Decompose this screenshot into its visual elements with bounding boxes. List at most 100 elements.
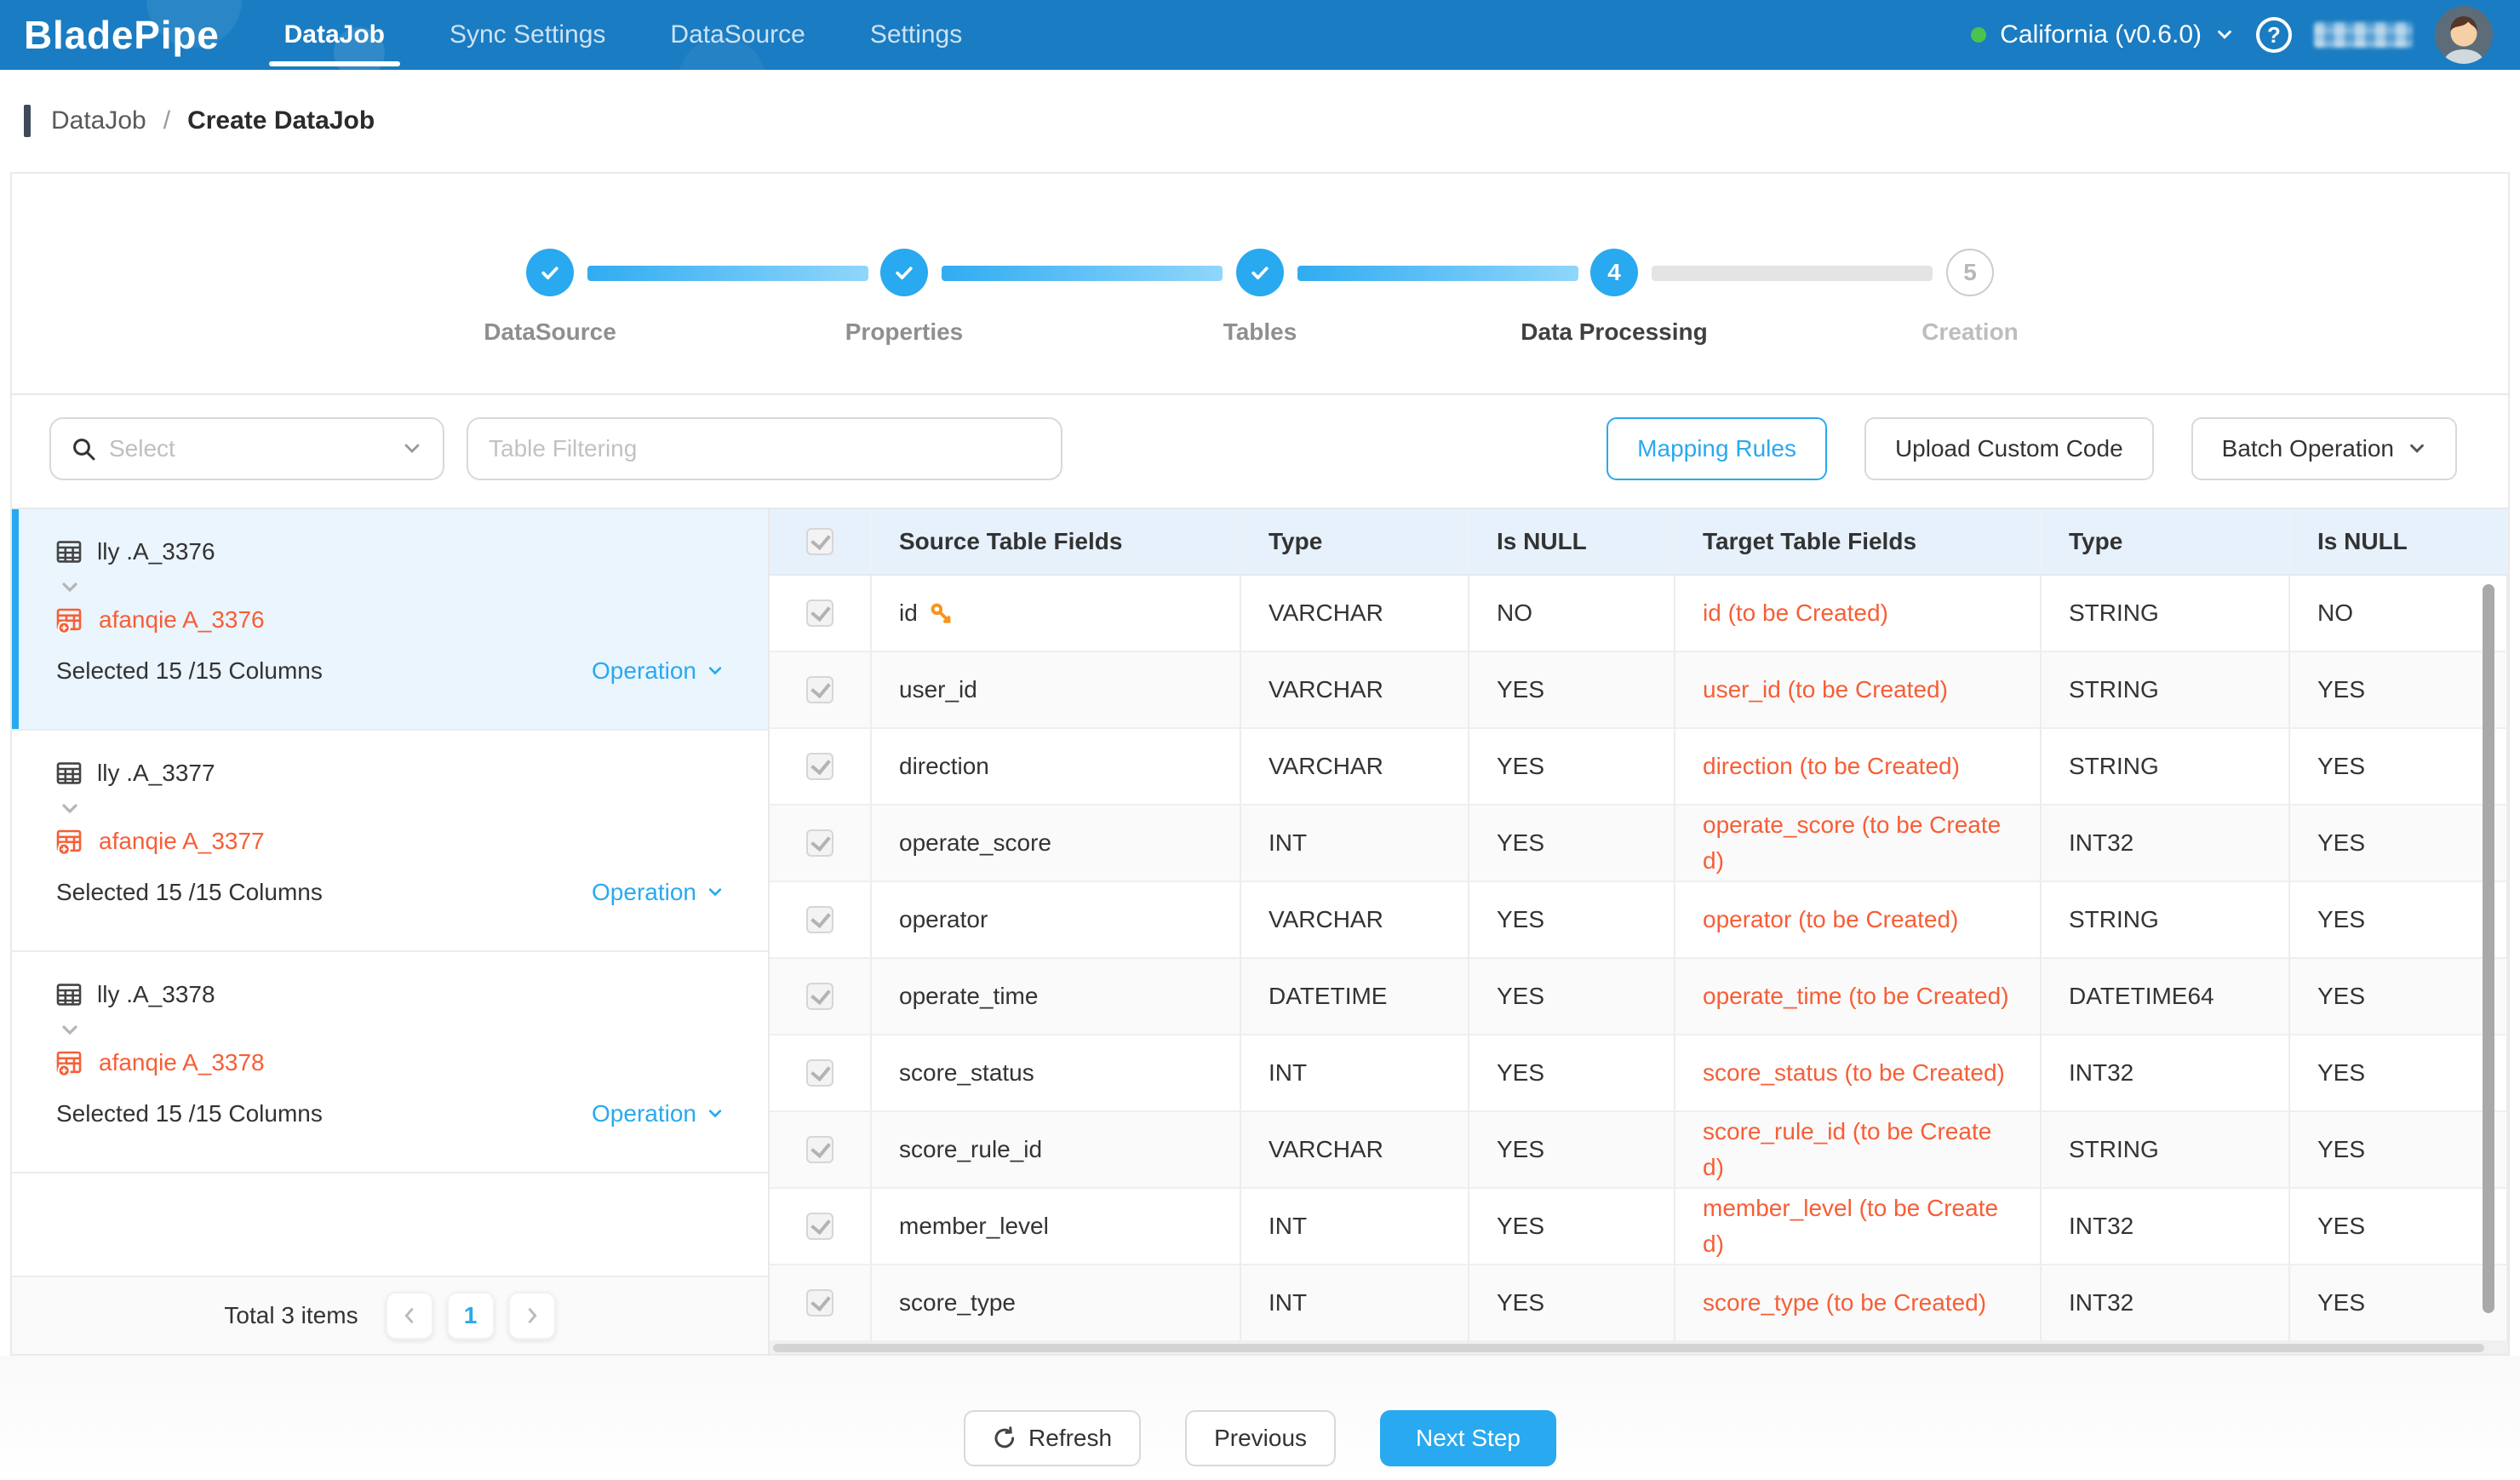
vertical-scrollbar-thumb[interactable] <box>2483 584 2494 1313</box>
table-filtering-input[interactable] <box>467 417 1062 480</box>
row-checkbox[interactable] <box>806 599 833 627</box>
nav-item-sync-settings[interactable]: Sync Settings <box>450 0 605 70</box>
source-field-type: INT <box>1241 1189 1469 1265</box>
sidebar-table-card[interactable]: lly .A_3377 afanqie A_3377 Selected 15 /… <box>12 731 768 952</box>
target-is-null: YES <box>2290 729 2508 806</box>
batch-operation-dropdown[interactable]: Batch Operation <box>2191 417 2457 480</box>
help-icon[interactable]: ? <box>2256 17 2292 53</box>
target-table-add-icon <box>56 828 83 855</box>
target-field-type: STRING <box>2042 882 2290 959</box>
target-field-name: operate_time (to be Created) <box>1675 959 2042 1035</box>
header-source-isnull: Is NULL <box>1469 509 1675 574</box>
chevron-right-icon <box>523 1306 541 1325</box>
app-page: BladePipe DataJob Sync Settings DataSour… <box>0 0 2520 1480</box>
target-field-name: score_rule_id (to be Created) <box>1675 1112 2042 1189</box>
next-step-button[interactable]: Next Step <box>1380 1410 1556 1466</box>
operation-label: Operation <box>592 657 696 685</box>
horizontal-scrollbar <box>770 1342 2508 1354</box>
step-label-properties: Properties <box>845 318 964 346</box>
source-is-null: YES <box>1469 959 1675 1035</box>
refresh-label: Refresh <box>1028 1425 1112 1452</box>
target-table-add-icon <box>56 606 83 634</box>
source-field-name: operate_time <box>899 983 1038 1010</box>
target-is-null: YES <box>2290 1035 2508 1112</box>
sidebar-table-card[interactable]: lly .A_3376 afanqie A_3376 Selected 15 /… <box>12 509 768 731</box>
source-table-name: lly .A_3377 <box>97 760 215 787</box>
step-circle-data-processing: 4 <box>1590 249 1638 296</box>
row-checkbox[interactable] <box>806 1289 833 1317</box>
nav-item-datajob[interactable]: DataJob <box>284 0 385 70</box>
batch-operation-label: Batch Operation <box>2222 435 2394 462</box>
source-table-icon <box>56 982 82 1007</box>
sidebar-table-card[interactable]: lly .A_3378 afanqie A_3378 Selected 15 /… <box>12 952 768 1173</box>
chevron-down-icon <box>60 799 724 816</box>
row-checkbox[interactable] <box>806 829 833 857</box>
table-row: user_id VARCHAR YES user_id (to be Creat… <box>770 652 2508 729</box>
operation-label: Operation <box>592 879 696 906</box>
breadcrumb-link-datajob[interactable]: DataJob <box>51 106 146 135</box>
field-rows: id VARCHAR NO id (to be Created) STRING … <box>770 576 2508 1354</box>
breadcrumb-separator: / <box>163 106 170 135</box>
next-page-button[interactable] <box>508 1292 556 1339</box>
source-field-type: VARCHAR <box>1241 652 1469 729</box>
stepper: 4 5 DataSource Properties Tables Data Pr… <box>526 249 1994 296</box>
operation-dropdown[interactable]: Operation <box>592 657 724 685</box>
operation-dropdown[interactable]: Operation <box>592 1100 724 1127</box>
avatar[interactable] <box>2435 6 2493 64</box>
breadcrumb: DataJob / Create DataJob <box>0 70 2520 172</box>
nav-item-datasource[interactable]: DataSource <box>670 0 805 70</box>
environment-selector[interactable]: California (v0.6.0) <box>1971 20 2234 49</box>
row-checkbox[interactable] <box>806 753 833 780</box>
row-checkbox[interactable] <box>806 676 833 703</box>
source-table-name: lly .A_3376 <box>97 538 215 565</box>
table-select-dropdown[interactable]: Select <box>49 417 444 480</box>
source-table-name: lly .A_3378 <box>97 981 215 1008</box>
step-label-creation: Creation <box>1922 318 2019 346</box>
environment-label: California (v0.6.0) <box>2000 20 2202 49</box>
content-card: Select Mapping Rules Upload Custom Code … <box>10 393 2510 1356</box>
row-checkbox[interactable] <box>806 983 833 1010</box>
header-target-type: Type <box>2042 509 2290 574</box>
selected-columns-label: Selected 15 /15 Columns <box>56 1100 323 1127</box>
wizard-footer: Refresh Previous Next Step <box>0 1356 2520 1478</box>
row-checkbox[interactable] <box>806 1059 833 1087</box>
refresh-button[interactable]: Refresh <box>964 1410 1141 1466</box>
total-items-label: Total 3 items <box>224 1302 358 1329</box>
target-field-type: INT32 <box>2042 1035 2290 1112</box>
source-field-name: id <box>899 599 918 627</box>
prev-page-button[interactable] <box>386 1292 433 1339</box>
upload-custom-code-button[interactable]: Upload Custom Code <box>1864 417 2154 480</box>
table-row: score_rule_id VARCHAR YES score_rule_id … <box>770 1112 2508 1189</box>
row-checkbox[interactable] <box>806 1213 833 1240</box>
row-checkbox[interactable] <box>806 906 833 933</box>
source-is-null: YES <box>1469 882 1675 959</box>
header-source-type: Type <box>1241 509 1469 574</box>
table-row: score_type INT YES score_type (to be Cre… <box>770 1265 2508 1342</box>
horizontal-scrollbar-thumb[interactable] <box>773 1344 2484 1352</box>
stepper-connector <box>942 266 1223 281</box>
username-masked <box>2314 22 2413 48</box>
header-target-isnull: Is NULL <box>2290 509 2508 574</box>
navbar-right: California (v0.6.0) ? <box>1971 6 2493 64</box>
search-icon <box>72 437 95 461</box>
step-circle-properties <box>880 249 928 296</box>
source-is-null: YES <box>1469 1112 1675 1189</box>
target-table-name: afanqie A_3378 <box>99 1049 265 1076</box>
source-is-null: YES <box>1469 1035 1675 1112</box>
target-field-name: score_status (to be Created) <box>1675 1035 2042 1112</box>
select-all-checkbox[interactable] <box>806 528 833 555</box>
row-checkbox[interactable] <box>806 1136 833 1163</box>
operation-dropdown[interactable]: Operation <box>592 879 724 906</box>
target-is-null: YES <box>2290 806 2508 882</box>
main-nav: DataJob Sync Settings DataSource Setting… <box>284 0 963 70</box>
nav-item-settings[interactable]: Settings <box>870 0 962 70</box>
target-field-type: STRING <box>2042 729 2290 806</box>
brand-logo[interactable]: BladePipe <box>24 12 220 58</box>
table-row: member_level INT YES member_level (to be… <box>770 1189 2508 1265</box>
chevron-down-icon <box>2215 26 2234 44</box>
source-field-type: INT <box>1241 1035 1469 1112</box>
mapping-rules-button[interactable]: Mapping Rules <box>1606 417 1827 480</box>
previous-button[interactable]: Previous <box>1185 1410 1336 1466</box>
page-number-button[interactable]: 1 <box>447 1292 495 1339</box>
table-header-row: Source Table Fields Type Is NULL Target … <box>770 509 2508 576</box>
